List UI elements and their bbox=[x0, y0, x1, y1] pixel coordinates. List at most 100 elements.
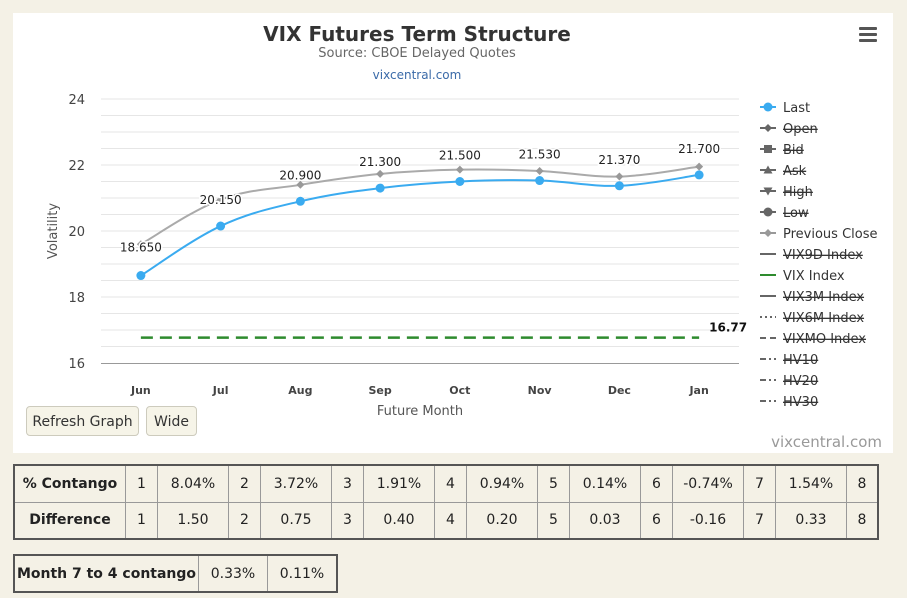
watermark: vixcentral.com bbox=[771, 433, 882, 451]
legend-marker bbox=[764, 229, 772, 237]
month-contango-value: 0.33% bbox=[198, 554, 268, 593]
contango-month-index: 6 bbox=[640, 464, 673, 503]
contango-month-index: 6 bbox=[640, 501, 673, 540]
x-tick-label: Jan bbox=[688, 384, 708, 397]
y-tick-label: 18 bbox=[68, 291, 85, 306]
previous-close-point bbox=[216, 195, 225, 204]
last-point bbox=[694, 170, 704, 180]
legend-label: HV20 bbox=[783, 374, 818, 389]
vix-index-label: 16.77 bbox=[709, 321, 747, 335]
contango-row-label: % Contango bbox=[13, 464, 126, 503]
legend-item-hv20[interactable]: HV20 bbox=[760, 374, 818, 389]
x-tick-label: Aug bbox=[288, 384, 312, 397]
legend-item-vix9d-index[interactable]: VIX9D Index bbox=[760, 248, 863, 263]
contango-value: 3.72% bbox=[260, 464, 332, 503]
legend-label: VIX6M Index bbox=[783, 311, 864, 326]
legend-item-last[interactable]: Last bbox=[760, 101, 810, 116]
hamburger-menu-icon[interactable] bbox=[859, 27, 877, 43]
last-point bbox=[614, 181, 624, 191]
y-tick-label: 24 bbox=[68, 93, 85, 108]
previous-close-point bbox=[695, 162, 704, 171]
contango-value: 0.40 bbox=[363, 501, 435, 540]
legend-marker bbox=[763, 187, 773, 196]
legend-item-hv30[interactable]: HV30 bbox=[760, 395, 818, 410]
legend-item-low[interactable]: Low bbox=[760, 206, 809, 221]
legend-item-vix3m-index[interactable]: VIX3M Index bbox=[760, 290, 864, 305]
refresh-graph-button[interactable]: Refresh Graph bbox=[26, 406, 139, 436]
contango-month-index: 2 bbox=[228, 464, 261, 503]
contango-value: 1.91% bbox=[363, 464, 435, 503]
contango-month-index: 8 bbox=[846, 501, 879, 540]
x-axis-title: Future Month bbox=[377, 404, 463, 419]
x-tick-label: Jul bbox=[212, 384, 229, 397]
y-tick-label: 20 bbox=[68, 225, 85, 240]
legend-label: HV30 bbox=[783, 395, 818, 410]
data-label: 20.900 bbox=[279, 168, 321, 182]
legend-label: VIX Index bbox=[783, 269, 845, 284]
legend-item-vix-index[interactable]: VIX Index bbox=[760, 269, 845, 284]
legend-item-vix6m-index[interactable]: VIX6M Index bbox=[760, 311, 864, 326]
contango-month-index: 1 bbox=[125, 464, 158, 503]
wide-button[interactable]: Wide bbox=[146, 406, 197, 436]
last-point bbox=[295, 196, 305, 206]
legend-marker bbox=[763, 102, 773, 112]
contango-value: 8.04% bbox=[157, 464, 229, 503]
chart-link[interactable]: vixcentral.com bbox=[373, 68, 462, 82]
contango-value: 1.50 bbox=[157, 501, 229, 540]
data-label: 21.700 bbox=[678, 142, 720, 156]
legend-label: VIX3M Index bbox=[783, 290, 864, 305]
legend-label: VIX9D Index bbox=[783, 248, 863, 263]
contango-month-index: 8 bbox=[846, 464, 879, 503]
month-contango-label: Month 7 to 4 contango bbox=[13, 554, 199, 593]
contango-month-index: 4 bbox=[434, 464, 467, 503]
previous-close-point bbox=[136, 240, 145, 249]
legend-marker bbox=[763, 207, 773, 217]
month-contango-table: Month 7 to 4 contango 0.33% 0.11% bbox=[13, 554, 338, 593]
contango-value: 0.14% bbox=[569, 464, 641, 503]
data-label: 21.530 bbox=[519, 148, 561, 162]
previous-close-point bbox=[535, 166, 544, 175]
contango-value: 0.94% bbox=[466, 464, 538, 503]
chart-subtitle: Source: CBOE Delayed Quotes bbox=[318, 46, 516, 61]
previous-close-point bbox=[376, 169, 385, 178]
x-tick-label: Jun bbox=[130, 384, 151, 397]
contango-month-index: 1 bbox=[125, 501, 158, 540]
data-label: 21.370 bbox=[598, 153, 640, 167]
contango-month-index: 7 bbox=[743, 501, 776, 540]
legend-item-vixmo-index[interactable]: VIXMO Index bbox=[760, 332, 866, 347]
legend-label: Ask bbox=[783, 164, 807, 179]
last-point bbox=[535, 176, 545, 186]
legend-label: Previous Close bbox=[783, 227, 878, 242]
last-point bbox=[455, 177, 465, 186]
month-contango-row: Month 7 to 4 contango 0.33% 0.11% bbox=[13, 554, 338, 593]
last-point bbox=[375, 183, 385, 193]
legend-item-high[interactable]: High bbox=[760, 185, 813, 200]
data-label: 21.300 bbox=[359, 155, 401, 169]
contango-table: % Contango 1 8.04% 2 3.72% 3 1.91% 4 0.94% 5 0.14%… bbox=[13, 464, 879, 540]
data-label: 20.150 bbox=[200, 193, 242, 207]
contango-value: 0.03 bbox=[569, 501, 641, 540]
x-tick-label: Sep bbox=[368, 384, 391, 397]
legend-item-open[interactable]: Open bbox=[760, 122, 818, 137]
contango-month-index: 3 bbox=[331, 464, 364, 503]
contango-row: % Contango 1 8.04% 2 3.72% 3 1.91% 4 0.94% 5 0.14%… bbox=[13, 464, 879, 503]
legend-item-hv10[interactable]: HV10 bbox=[760, 353, 818, 368]
contango-month-index: 3 bbox=[331, 501, 364, 540]
legend-label: Last bbox=[783, 101, 810, 116]
contango-month-index: 2 bbox=[228, 501, 261, 540]
legend-label: High bbox=[783, 185, 813, 200]
last-point bbox=[216, 221, 226, 231]
legend-item-bid[interactable]: Bid bbox=[760, 143, 804, 158]
legend-item-previous-close[interactable]: Previous Close bbox=[760, 227, 878, 242]
contango-value: 1.54% bbox=[775, 464, 847, 503]
chart-title: VIX Futures Term Structure bbox=[263, 22, 571, 46]
contango-value: 0.20 bbox=[466, 501, 538, 540]
legend-marker bbox=[764, 145, 772, 153]
contango-value: -0.74% bbox=[672, 464, 744, 503]
legend-label: Low bbox=[783, 206, 809, 221]
legend-item-ask[interactable]: Ask bbox=[760, 164, 807, 179]
chart-panel: VIX Futures Term Structure Source: CBOE D… bbox=[13, 13, 893, 453]
legend-label: Bid bbox=[783, 143, 804, 158]
legend-label: Open bbox=[783, 122, 818, 137]
